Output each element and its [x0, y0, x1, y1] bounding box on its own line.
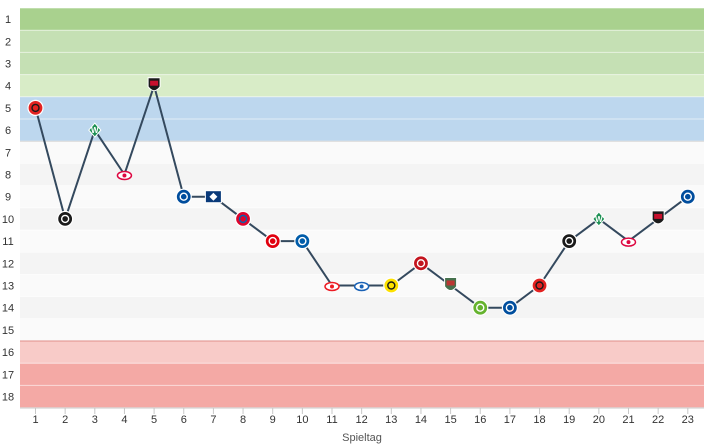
x-tick-label: 8	[240, 414, 246, 426]
x-tick-label: 20	[593, 414, 605, 426]
freiburg-crest-icon	[561, 233, 578, 250]
zone-row-9	[20, 185, 704, 208]
y-tick-label: 8	[5, 170, 11, 182]
zone-row-8	[20, 163, 704, 186]
zone-row-12	[20, 252, 704, 275]
x-tick-label: 7	[210, 414, 216, 426]
y-tick-label: 14	[2, 303, 14, 315]
zone-row-3	[20, 52, 704, 75]
zone-row-18	[20, 385, 704, 408]
y-tick-label: 7	[5, 147, 11, 159]
x-tick-label: 4	[121, 414, 127, 426]
dortmund-crest-icon	[383, 277, 400, 294]
zone-row-10	[20, 207, 704, 230]
x-tick-label: 23	[682, 414, 694, 426]
wolfsburg-crest-icon	[472, 299, 489, 316]
y-tick-label: 2	[5, 36, 11, 48]
zone-row-11	[20, 230, 704, 253]
zone-row-7	[20, 141, 704, 164]
y-tick-label: 1	[5, 14, 11, 26]
leverkusen-crest-icon	[531, 277, 548, 294]
y-tick-label: 13	[2, 281, 14, 293]
x-axis-ticks: 1 2 3 4 5 6 7 8 9 10 11 12 13 14 15 16 17 18 19 20 21 22 23	[32, 408, 694, 426]
schalke-crest-icon	[679, 188, 696, 205]
freiburg-crest-icon	[57, 210, 74, 227]
y-tick-label: 12	[2, 258, 14, 270]
y-tick-label: 17	[2, 369, 14, 381]
y-tick-label: 16	[2, 347, 14, 359]
data-points: WW	[27, 77, 696, 316]
y-tick-label: 3	[5, 59, 11, 71]
x-tick-label: 22	[652, 414, 664, 426]
hertha-crest-icon	[294, 233, 311, 250]
leipzig-crest-icon	[116, 170, 133, 181]
frankfurt-crest-icon	[264, 233, 281, 250]
leverkusen-crest-icon	[27, 99, 44, 117]
zone-row-5	[20, 96, 704, 119]
y-tick-label: 9	[5, 192, 11, 204]
x-tick-label: 14	[415, 414, 427, 426]
x-tick-label: 3	[92, 414, 98, 426]
x-axis-title: Spieltag	[342, 432, 382, 444]
x-tick-label: 13	[385, 414, 397, 426]
koeln-crest-icon	[324, 281, 340, 292]
zone-row-1	[20, 8, 704, 31]
x-tick-label: 10	[296, 414, 308, 426]
y-tick-label: 10	[2, 214, 14, 226]
y-tick-label: 6	[5, 125, 11, 137]
x-tick-label: 11	[326, 414, 337, 426]
bremen-crest-icon: W	[592, 211, 606, 227]
zone-row-14	[20, 296, 704, 319]
x-tick-label: 12	[356, 414, 368, 426]
svg-text:W: W	[91, 126, 99, 135]
hamburg-crest-icon	[204, 190, 222, 204]
svg-text:W: W	[595, 215, 603, 224]
ingolstadt-crest-icon	[651, 210, 665, 225]
x-tick-label: 19	[563, 414, 575, 426]
x-tick-label: 21	[622, 414, 634, 426]
zone-row-2	[20, 30, 704, 53]
zone-row-4	[20, 74, 704, 97]
x-tick-label: 16	[474, 414, 486, 426]
zone-row-17	[20, 363, 704, 386]
y-tick-label: 18	[2, 392, 14, 404]
augsburg-crest-icon	[444, 277, 458, 291]
bayern-crest-icon	[234, 210, 252, 227]
ingolstadt-crest-icon	[147, 77, 161, 92]
x-tick-label: 2	[62, 414, 68, 426]
mainz-crest-icon	[412, 255, 430, 272]
x-tick-label: 17	[504, 414, 516, 426]
y-tick-label: 15	[2, 325, 14, 337]
zone-row-15	[20, 318, 704, 341]
zone-row-16	[20, 341, 704, 364]
leipzig-crest-icon	[620, 237, 637, 247]
x-tick-label: 9	[270, 414, 276, 426]
table-zones	[20, 8, 704, 408]
x-tick-label: 5	[151, 414, 157, 426]
gridlines	[20, 7, 704, 409]
y-tick-label: 5	[5, 103, 11, 115]
x-tick-label: 15	[444, 414, 456, 426]
bremen-crest-icon: W	[88, 122, 102, 138]
hoffenheim-crest-icon	[353, 281, 370, 292]
x-tick-label: 18	[533, 414, 545, 426]
schalke-crest-icon	[175, 188, 192, 205]
zone-row-6	[20, 119, 704, 142]
darmstadt-crest-icon	[501, 299, 518, 316]
y-tick-label: 4	[5, 81, 11, 93]
x-tick-label: 6	[181, 414, 187, 426]
x-tick-label: 1	[32, 414, 38, 426]
y-tick-label: 11	[2, 236, 13, 248]
